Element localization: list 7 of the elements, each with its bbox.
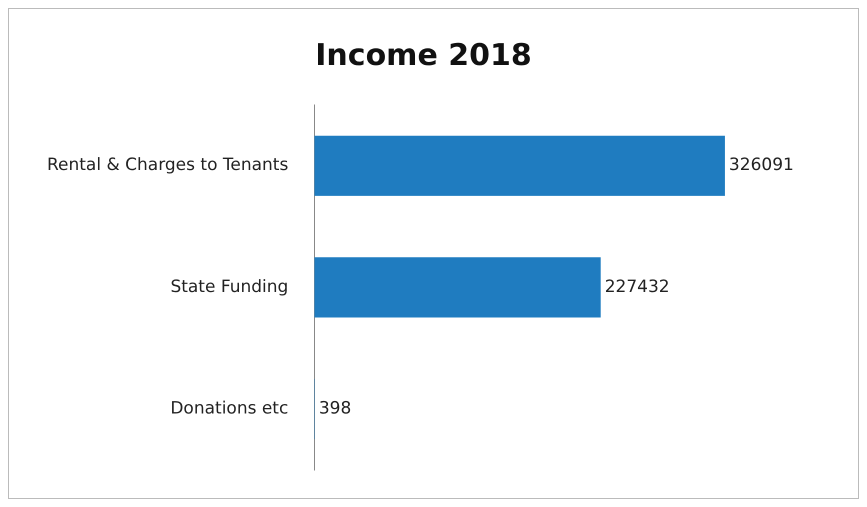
data-label: 398 xyxy=(318,398,352,418)
y-tick-label: Donations etc xyxy=(170,398,288,418)
y-tick-label: Rental & Charges to Tenants xyxy=(46,155,288,176)
data-label: 227432 xyxy=(604,276,670,297)
data-label: 326091 xyxy=(728,155,794,176)
chart-title: Income 2018 xyxy=(315,38,532,73)
y-tick-label: State Funding xyxy=(170,276,288,297)
